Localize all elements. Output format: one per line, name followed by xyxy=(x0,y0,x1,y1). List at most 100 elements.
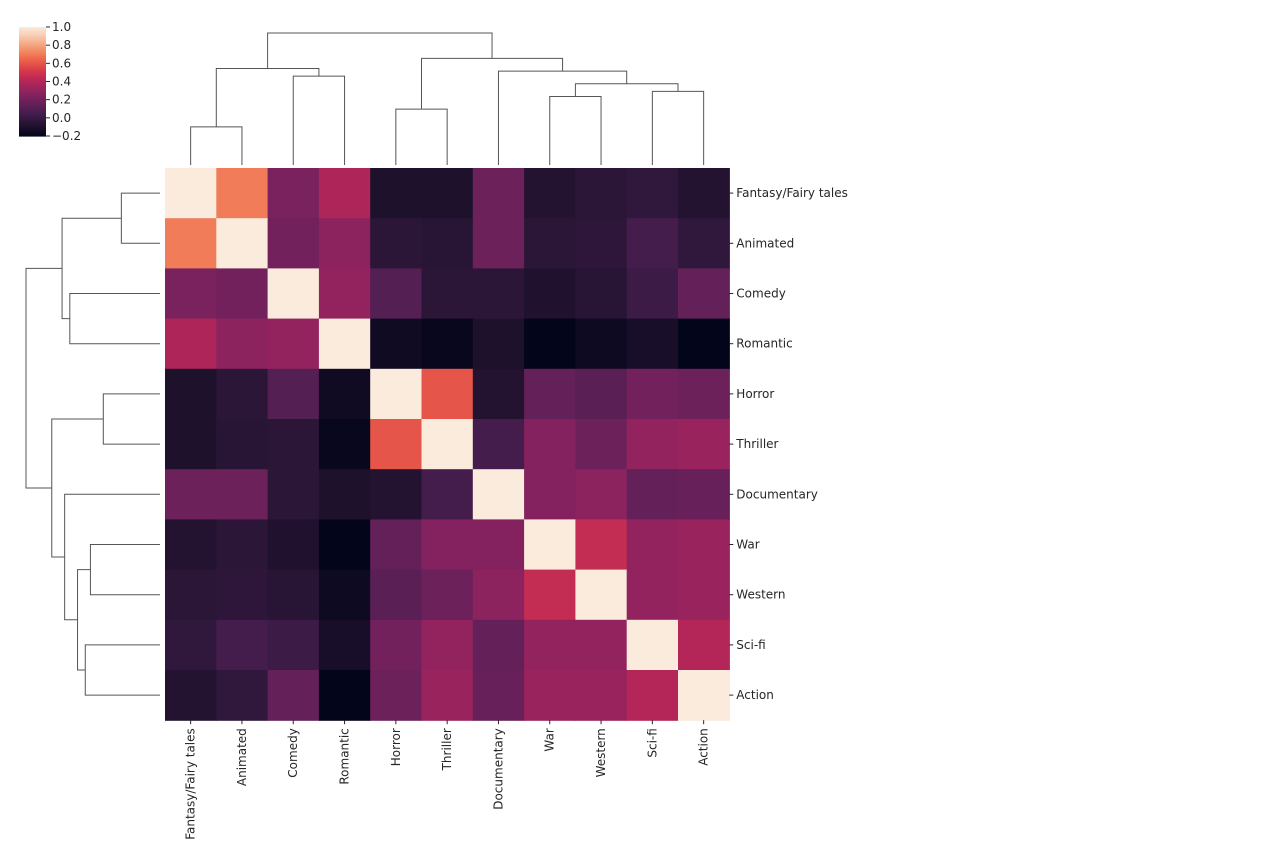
heatmap-cell xyxy=(472,218,525,269)
heatmap-cell xyxy=(165,569,217,621)
dendrogram-link xyxy=(84,644,160,696)
colorbar-segment xyxy=(19,116,46,119)
dendrogram-link xyxy=(574,83,679,97)
colorbar-segment xyxy=(19,76,46,79)
heatmap-cell xyxy=(472,619,525,671)
heatmap-cell xyxy=(678,469,730,520)
col-label: Fantasy/Fairy tales xyxy=(184,728,198,840)
heatmap-cell xyxy=(421,469,474,520)
row-label: Animated xyxy=(736,236,794,250)
dendrogram-link xyxy=(51,418,104,558)
heatmap-cell xyxy=(575,318,628,370)
colorbar: 1.0 0.8 0.6 0.4 0.2 0.0 −0.2 xyxy=(19,20,81,143)
heatmap-cell xyxy=(421,268,474,320)
heatmap-cell xyxy=(678,368,730,420)
heatmap-cell xyxy=(421,670,474,721)
heatmap-cell xyxy=(575,619,628,671)
heatmap-cell xyxy=(421,619,474,671)
heatmap-cell xyxy=(678,670,730,721)
heatmap-cell xyxy=(216,419,269,470)
heatmap-cell xyxy=(165,619,217,671)
colorbar-segment xyxy=(19,119,46,123)
heatmap-cell xyxy=(421,318,474,370)
heatmap-cell xyxy=(472,368,525,420)
heatmap-cell xyxy=(267,619,320,671)
heatmap-cell xyxy=(267,419,320,470)
colorbar-segment xyxy=(19,121,46,124)
colorbar-tick-label: 0.4 xyxy=(52,75,71,89)
heatmap-cell xyxy=(318,619,371,671)
heatmap-cell xyxy=(267,268,320,320)
row-label: Documentary xyxy=(736,487,818,501)
row-tick-labels: Fantasy/Fairy tales Animated Comedy Romanti… xyxy=(729,186,848,702)
colorbar-segment xyxy=(19,36,46,39)
row-label: War xyxy=(736,538,759,552)
dendrogram-link xyxy=(64,493,160,621)
heatmap-cell xyxy=(267,469,320,520)
colorbar-segment xyxy=(19,126,46,130)
colorbar-tick-label: 0.0 xyxy=(52,111,71,125)
heatmap-cell xyxy=(524,569,576,621)
heatmap-cell xyxy=(267,218,320,269)
heatmap-cell xyxy=(165,368,217,420)
column-dendrogram xyxy=(190,32,705,165)
heatmap-cell xyxy=(165,469,217,520)
heatmap-cell xyxy=(318,419,371,470)
colorbar-segment xyxy=(19,96,46,99)
heatmap-cell xyxy=(575,168,628,219)
heatmap-cell xyxy=(165,318,217,370)
heatmap-cell xyxy=(626,569,679,621)
dendrogram-link xyxy=(77,569,91,671)
col-label: Comedy xyxy=(286,728,300,778)
heatmap-cell xyxy=(472,469,525,520)
dendrogram-link xyxy=(215,68,320,127)
dendrogram-link xyxy=(89,544,160,596)
heatmap-cell xyxy=(216,469,269,520)
heatmap-cell xyxy=(370,268,423,320)
colorbar-segment xyxy=(19,108,46,112)
heatmap-cell xyxy=(216,619,269,671)
heatmap-grid xyxy=(165,168,730,721)
heatmap-cell xyxy=(524,368,576,420)
col-label: Animated xyxy=(235,728,249,786)
heatmap-cell xyxy=(472,168,525,219)
colorbar-segment xyxy=(19,54,46,57)
heatmap-cell xyxy=(524,318,576,370)
heatmap-cell xyxy=(216,670,269,721)
heatmap-cell xyxy=(370,168,423,219)
col-label: Sci-fi xyxy=(645,728,659,757)
colorbar-segment xyxy=(19,59,46,63)
heatmap-cell xyxy=(626,318,679,370)
heatmap-cell xyxy=(626,519,679,571)
column-tick-labels: Fantasy/Fairy tales Animated Comedy Romanti… xyxy=(184,720,711,840)
heatmap-cell xyxy=(267,670,320,721)
heatmap-cell xyxy=(575,419,628,470)
dendrogram-link xyxy=(292,75,346,165)
colorbar-tick-label: −0.2 xyxy=(52,129,81,143)
dendrogram-link xyxy=(549,95,602,165)
heatmap-cell xyxy=(370,469,423,520)
colorbar-segment xyxy=(19,86,46,90)
colorbar-segment xyxy=(19,43,46,46)
colorbar-segment xyxy=(19,90,46,93)
colorbar-segment xyxy=(19,101,46,104)
row-dendrogram xyxy=(25,192,160,696)
heatmap-cell xyxy=(472,268,525,320)
heatmap-cell xyxy=(318,318,371,370)
colorbar-segment xyxy=(19,74,46,77)
colorbar-segment xyxy=(19,128,46,132)
heatmap-cell xyxy=(165,218,217,269)
colorbar-segment xyxy=(19,85,46,88)
colorbar-tick-label: 1.0 xyxy=(52,20,71,34)
heatmap-cell xyxy=(318,268,371,320)
colorbar-segment xyxy=(19,34,46,37)
col-label: Action xyxy=(697,728,711,766)
heatmap-cell xyxy=(524,419,576,470)
colorbar-tick-label: 0.6 xyxy=(52,56,71,70)
heatmap-cell xyxy=(678,168,730,219)
heatmap-cell xyxy=(421,168,474,219)
heatmap-cell xyxy=(370,218,423,269)
colorbar-segment xyxy=(19,132,46,135)
heatmap-cell xyxy=(165,168,217,219)
row-label: Thriller xyxy=(735,437,778,451)
